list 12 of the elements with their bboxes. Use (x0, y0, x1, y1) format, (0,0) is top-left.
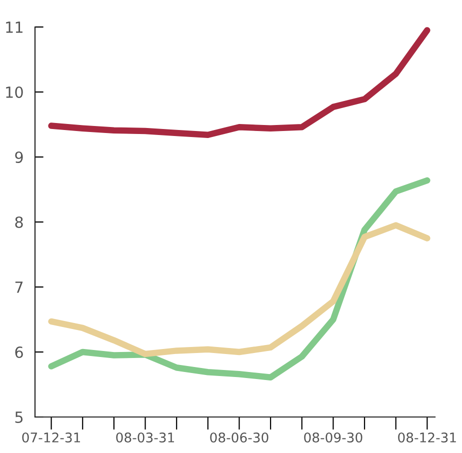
y-tick-label: 8 (15, 216, 23, 228)
y-tick-label: 10 (6, 86, 23, 98)
x-tick-label: 08-03-31 (116, 432, 174, 442)
x-tick-label: 08-09-30 (304, 432, 362, 442)
y-tick-label: 11 (6, 22, 22, 33)
x-tick-label: 08-06-30 (210, 432, 268, 442)
x-tick-label: 08-12-31 (398, 432, 456, 442)
y-tick-label: 9 (15, 151, 23, 164)
y-tick-label: 6 (15, 346, 23, 358)
y-tick-label: 5 (15, 412, 23, 424)
x-tick-label: 07-12-31 (22, 432, 80, 442)
y-tick-label: 7 (15, 282, 23, 293)
